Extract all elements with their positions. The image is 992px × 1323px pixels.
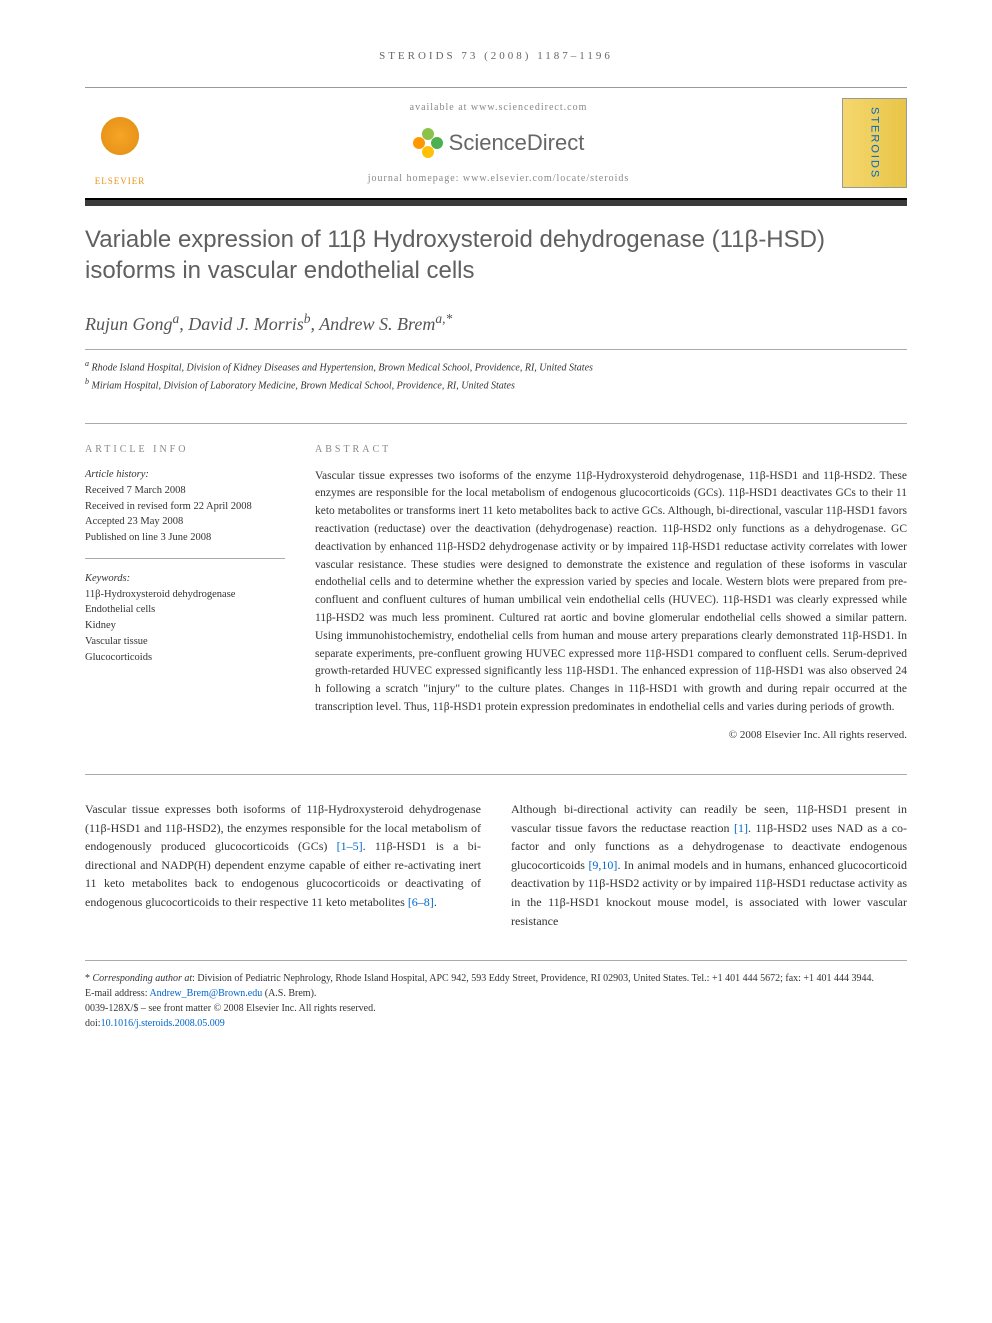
sciencedirect-text: ScienceDirect — [449, 130, 585, 156]
body-text-row: Vascular tissue expresses both isoforms … — [85, 774, 907, 930]
author-3[interactable]: Andrew S. Brem — [319, 314, 435, 334]
author-3-affil: a,* — [435, 311, 452, 326]
article-info-column: ARTICLE INFO Article history: Received 7… — [85, 442, 285, 744]
received-date: Received 7 March 2008 — [85, 483, 285, 499]
available-at-text: available at www.sciencedirect.com — [155, 102, 842, 113]
journal-homepage-text: journal homepage: www.elsevier.com/locat… — [155, 173, 842, 184]
affiliation-b: Miriam Hospital, Division of Laboratory … — [92, 380, 515, 391]
keyword-2: Endothelial cells — [85, 602, 285, 618]
issn-line: 0039-128X/$ – see front matter © 2008 El… — [85, 1001, 907, 1016]
citation-link-2[interactable]: [6–8] — [408, 895, 434, 909]
sciencedirect-icon — [413, 128, 443, 158]
abstract-text: Vascular tissue expresses two isoforms o… — [315, 468, 907, 717]
article-history-block: Article history: Received 7 March 2008 R… — [85, 467, 285, 559]
doi-line: doi:10.1016/j.steroids.2008.05.009 — [85, 1016, 907, 1031]
author-list: Rujun Gonga, David J. Morrisb, Andrew S.… — [85, 311, 907, 350]
elsevier-tree-icon — [90, 112, 150, 172]
affiliation-a: Rhode Island Hospital, Division of Kidne… — [92, 363, 593, 374]
abstract-column: ABSTRACT Vascular tissue expresses two i… — [315, 442, 907, 744]
author-1-affil: a — [173, 311, 180, 326]
email-label: E-mail address: — [85, 988, 149, 999]
keyword-1: 11β-Hydroxysteroid dehydrogenase — [85, 587, 285, 603]
elsevier-label: ELSEVIER — [95, 176, 146, 186]
email-link[interactable]: Andrew_Brem@Brown.edu — [149, 988, 262, 999]
body-text-1c: . — [434, 895, 437, 909]
abstract-heading: ABSTRACT — [315, 442, 907, 458]
sciencedirect-logo[interactable]: ScienceDirect — [155, 128, 842, 158]
separator-bar — [85, 200, 907, 206]
citation-link-1[interactable]: [1–5] — [337, 839, 363, 853]
keywords-label: Keywords: — [85, 571, 285, 587]
keyword-4: Vascular tissue — [85, 634, 285, 650]
keywords-block: Keywords: 11β-Hydroxysteroid dehydrogena… — [85, 571, 285, 666]
body-column-1: Vascular tissue expresses both isoforms … — [85, 800, 481, 930]
body-column-2: Although bi-directional activity can rea… — [511, 800, 907, 930]
affiliations-block: a Rhode Island Hospital, Division of Kid… — [85, 358, 907, 393]
author-1[interactable]: Rujun Gong — [85, 314, 173, 334]
email-line: E-mail address: Andrew_Brem@Brown.edu (A… — [85, 986, 907, 1001]
author-2[interactable]: David J. Morris — [188, 314, 304, 334]
corresponding-author: * Corresponding author at: Division of P… — [85, 971, 907, 986]
author-2-affil: b — [304, 311, 311, 326]
doi-label: doi: — [85, 1018, 101, 1029]
published-date: Published on line 3 June 2008 — [85, 530, 285, 546]
banner-center: available at www.sciencedirect.com Scien… — [155, 102, 842, 184]
revised-date: Received in revised form 22 April 2008 — [85, 499, 285, 515]
email-author-name: (A.S. Brem). — [262, 988, 316, 999]
info-abstract-row: ARTICLE INFO Article history: Received 7… — [85, 423, 907, 744]
corresponding-label: Corresponding author at — [93, 973, 193, 984]
elsevier-logo[interactable]: ELSEVIER — [85, 101, 155, 186]
history-label: Article history: — [85, 467, 285, 483]
accepted-date: Accepted 23 May 2008 — [85, 514, 285, 530]
journal-cover-thumbnail[interactable]: STEROIDS — [842, 98, 907, 188]
abstract-copyright: © 2008 Elsevier Inc. All rights reserved… — [315, 727, 907, 744]
doi-link[interactable]: 10.1016/j.steroids.2008.05.009 — [101, 1018, 225, 1029]
journal-citation: STEROIDS 73 (2008) 1187–1196 — [85, 50, 907, 62]
keyword-3: Kidney — [85, 618, 285, 634]
citation-link-4[interactable]: [9,10] — [588, 858, 617, 872]
page-footer: * Corresponding author at: Division of P… — [85, 960, 907, 1031]
article-info-heading: ARTICLE INFO — [85, 442, 285, 457]
citation-link-3[interactable]: [1] — [734, 821, 748, 835]
keyword-5: Glucocorticoids — [85, 650, 285, 666]
corresponding-text: : Division of Pediatric Nephrology, Rhod… — [192, 973, 874, 984]
publisher-banner: ELSEVIER available at www.sciencedirect.… — [85, 87, 907, 200]
article-title: Variable expression of 11β Hydroxysteroi… — [85, 224, 907, 286]
